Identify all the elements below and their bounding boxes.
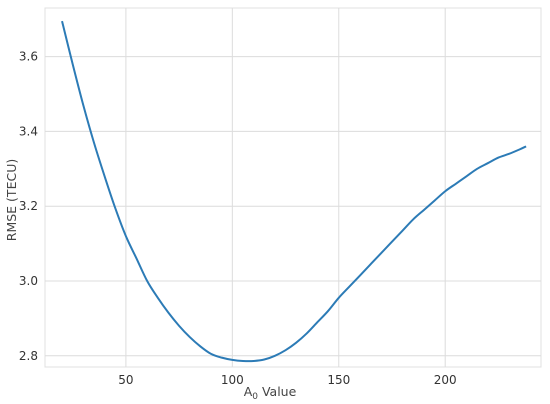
y-tick-label: 2.8 — [19, 349, 38, 363]
y-tick-labels: 2.8 3.0 3.2 3.4 3.6 — [19, 50, 38, 363]
plot-area — [44, 7, 542, 368]
x-tick-labels: 50 100 150 200 — [118, 373, 456, 387]
x-tick-label: 50 — [118, 373, 133, 387]
grid-lines — [45, 8, 541, 367]
x-axis-label-rest: Value — [258, 384, 297, 399]
y-tick-label: 3.0 — [19, 274, 38, 288]
x-axis-label-sub: 0 — [252, 392, 258, 402]
x-tick-label: 150 — [327, 373, 350, 387]
y-tick-label: 3.4 — [19, 124, 38, 138]
y-axis-label: RMSE (TECU) — [4, 159, 19, 241]
x-tick-label: 100 — [221, 373, 244, 387]
y-tick-label: 3.6 — [19, 50, 38, 64]
x-axis-label: A0 Value — [244, 384, 297, 402]
x-axis-label-main: A — [244, 384, 253, 399]
y-tick-label: 3.2 — [19, 199, 38, 213]
series-line — [61, 20, 527, 363]
x-tick-label: 200 — [434, 373, 457, 387]
